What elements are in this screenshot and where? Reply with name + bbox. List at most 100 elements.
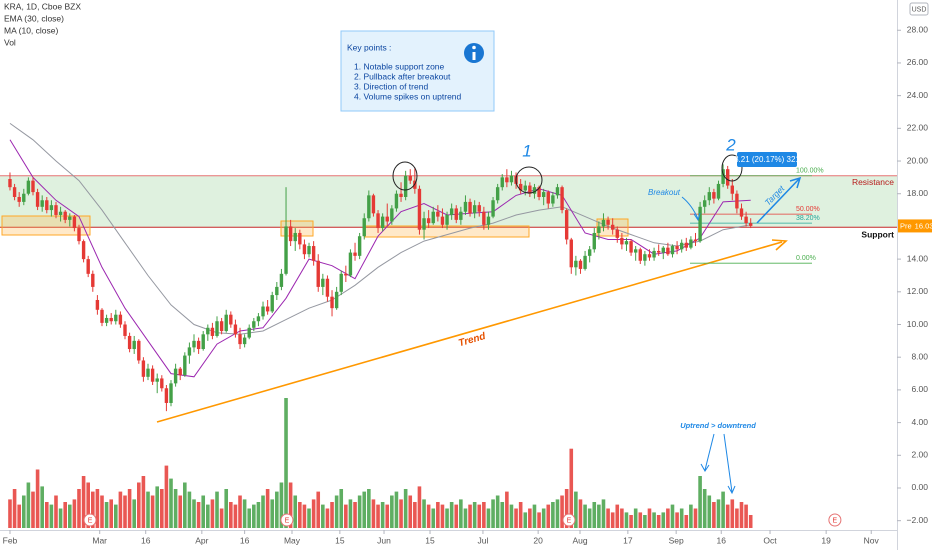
candle-body [578, 260, 583, 269]
candle-body [537, 187, 541, 197]
candle-body [22, 193, 26, 202]
volume-bar [132, 499, 137, 528]
volume-bar [445, 508, 449, 528]
candle-body [183, 355, 187, 376]
y-tick-label: 24.00 [907, 90, 929, 100]
candle-body [210, 327, 215, 336]
candle-body [422, 218, 426, 230]
volume-bar [109, 499, 113, 528]
volume-bar [137, 482, 141, 528]
candle-body [160, 378, 164, 389]
volume-bar [104, 502, 109, 528]
candle-body [348, 252, 353, 276]
candle-body [316, 260, 320, 287]
candle-body [721, 169, 725, 184]
volume-bar [215, 491, 219, 528]
candle-body [551, 195, 555, 204]
candle-body [362, 218, 366, 237]
candle-body [431, 211, 435, 224]
volume-bar [35, 469, 40, 528]
candle-body [334, 291, 339, 309]
volume-bar [21, 495, 26, 528]
plot-layer: 100.00% 50.00% 38.20% 0.00% E E E E [8, 122, 842, 528]
volume-bar [334, 495, 339, 528]
volume-bar [63, 502, 67, 528]
candle-body [702, 200, 707, 207]
info-icon-dot [472, 45, 476, 50]
volume-bar [40, 486, 44, 528]
resistance-label: Resistance [852, 177, 894, 187]
volume-bar [196, 502, 201, 528]
volume-bar [224, 489, 229, 528]
volume-bar [698, 476, 702, 528]
volume-bar [123, 495, 127, 528]
candle-body [104, 317, 109, 323]
volume-bar [707, 495, 712, 528]
candle-body [643, 254, 647, 261]
volume-bar [201, 495, 206, 528]
volume-bar [514, 508, 518, 528]
candle-body [459, 211, 463, 220]
candle-body [275, 286, 279, 296]
axis-layer: 28.0026.0024.0022.0020.0018.0014.0012.00… [3, 24, 932, 545]
volume-bar [693, 508, 698, 528]
volume-bar [206, 504, 210, 528]
volume-bar [528, 508, 532, 528]
volume-bar [265, 489, 270, 528]
volume-bar [330, 502, 334, 528]
volume-bar [509, 504, 514, 528]
volume-bar [12, 489, 17, 528]
volume-bar [371, 499, 376, 528]
x-tick-label: 15 [425, 535, 435, 545]
volume-bar [339, 489, 344, 528]
candle-body [261, 306, 265, 317]
candle-body [325, 278, 330, 297]
candle-body [426, 218, 431, 224]
volume-bar [380, 502, 385, 528]
target-arrow [756, 178, 800, 224]
candle-body [574, 260, 578, 268]
candle-body [629, 241, 633, 253]
volume-bar [403, 489, 408, 528]
candle-body [491, 200, 495, 217]
candle-body [68, 216, 72, 220]
breakout-arrow-head [693, 212, 701, 222]
volume-bar [49, 504, 54, 528]
volume-bar [523, 512, 528, 528]
volume-bar [81, 476, 86, 528]
volume-bar [592, 502, 597, 528]
candle-body [201, 334, 205, 350]
volume-bar [449, 502, 454, 528]
earnings-marker [83, 513, 97, 527]
candle-body [454, 208, 458, 220]
x-tick-label: 16 [717, 535, 727, 545]
candle-body [472, 205, 477, 214]
candle-body [486, 216, 491, 225]
fib-label: 0.00% [796, 255, 816, 262]
candle-body [403, 175, 408, 197]
volume-bar [486, 508, 491, 528]
candle-body [587, 249, 592, 256]
candle-body [638, 249, 642, 261]
volume-bar [141, 476, 146, 528]
candle-body [509, 175, 514, 183]
volume-bar [344, 504, 348, 528]
y-tick-label: 22.00 [907, 123, 929, 133]
candle-body [597, 226, 601, 233]
y-tick-label: 28.00 [907, 24, 929, 34]
candle-body [449, 208, 454, 215]
last-price-badge [898, 219, 932, 233]
volume-bar [482, 502, 486, 528]
candle-body [620, 237, 624, 245]
key-points-title: Key points : [347, 42, 391, 52]
candle-body [528, 185, 532, 194]
breakout-label: Breakout [648, 188, 681, 197]
y-tick-label: 4.00 [911, 417, 928, 427]
y-tick-label: 14.00 [907, 253, 929, 263]
volume-bar [666, 508, 670, 528]
measure-box [737, 152, 797, 167]
y-tick-label: −2.00 [906, 515, 928, 525]
volume-bar [551, 502, 555, 528]
x-tick-label: Aug [572, 535, 587, 545]
wave-1-label: 1 [522, 141, 531, 160]
